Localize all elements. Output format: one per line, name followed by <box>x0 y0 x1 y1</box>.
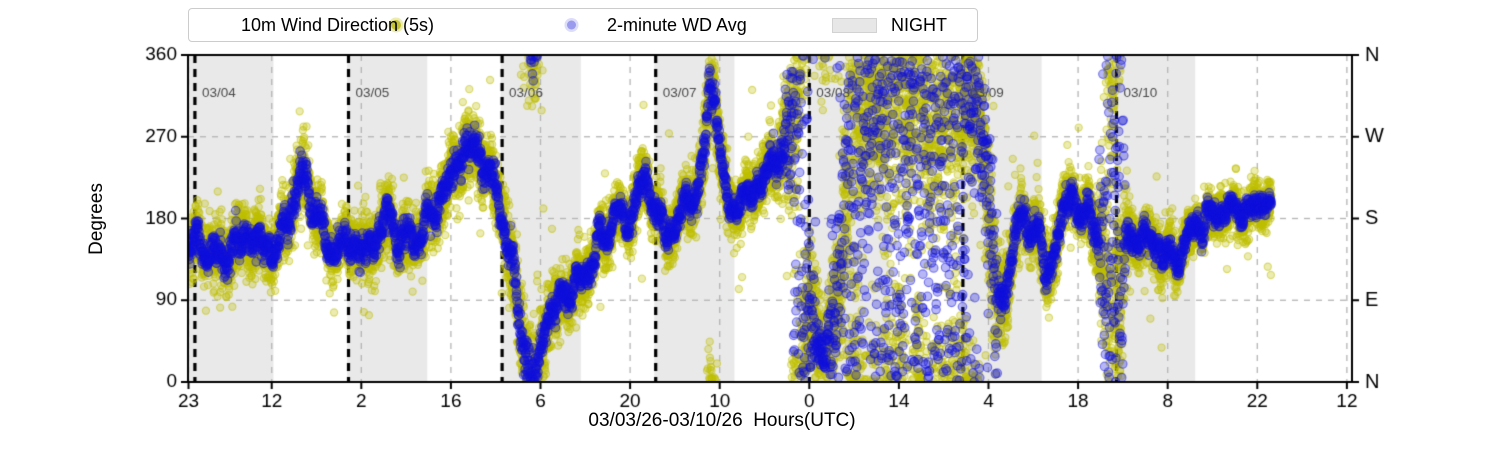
legend-label-night: NIGHT <box>891 15 947 35</box>
wd-avg-marker-icon <box>567 20 576 30</box>
legend-label-wd-avg: 2-minute WD Avg <box>607 15 747 35</box>
legend: 10m Wind Direction (5s) 2-minute WD Avg … <box>188 8 978 42</box>
night-patch-icon <box>832 18 877 33</box>
wind-direction-5s-marker-icon <box>391 20 401 30</box>
y-axis-label: Degrees <box>86 183 107 255</box>
legend-label-wind-direction-5s: 10m Wind Direction (5s) <box>241 15 435 35</box>
x-axis-label: 03/03/26-03/10/26 Hours(UTC) <box>588 410 856 431</box>
